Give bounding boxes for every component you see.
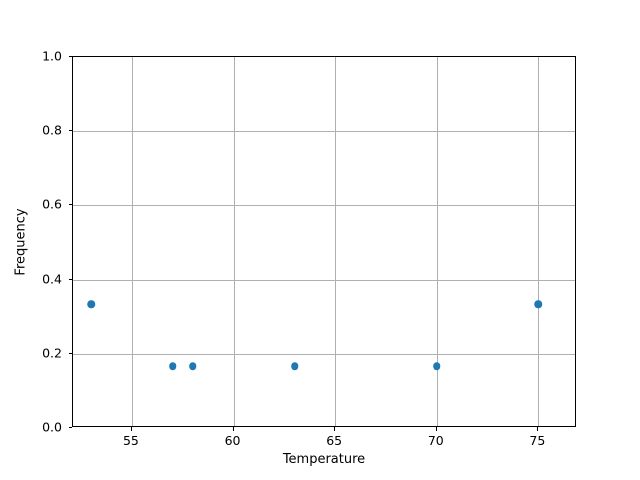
x-axis-label: Temperature (282, 452, 366, 467)
y-gridline (73, 353, 575, 355)
data-point (87, 300, 96, 309)
data-point (290, 362, 299, 370)
y-gridline (73, 205, 575, 207)
y-tick-mark (68, 427, 72, 428)
x-gridline (538, 57, 540, 426)
x-tick-mark (232, 427, 234, 431)
y-tick-label: 1.0 (42, 48, 62, 64)
x-tick-label: 60 (224, 433, 241, 448)
data-point (433, 362, 441, 370)
y-tick-label: 0.0 (42, 419, 62, 435)
x-tick-label: 55 (122, 433, 139, 448)
x-tick-mark (130, 427, 132, 431)
x-tick-mark (334, 427, 336, 431)
data-point (534, 300, 543, 309)
x-gridline (335, 57, 337, 426)
x-tick-label: 75 (529, 433, 546, 448)
plot-data-area (73, 57, 575, 426)
y-tick-mark (68, 352, 72, 354)
y-tick-mark (68, 56, 72, 57)
x-tick-mark (435, 427, 437, 431)
y-tick-label: 0.6 (42, 196, 62, 212)
x-tick-label: 70 (427, 433, 444, 448)
data-point (189, 362, 197, 370)
x-gridline (436, 57, 438, 426)
x-tick-mark (537, 427, 539, 431)
y-gridline (73, 279, 575, 281)
y-tick-mark (68, 204, 72, 206)
y-gridline (73, 131, 575, 133)
y-tick-label: 0.2 (42, 345, 62, 361)
plot-axes (72, 56, 576, 427)
y-tick-label: 0.8 (42, 122, 62, 138)
y-tick-label: 0.4 (42, 271, 62, 287)
data-point (168, 362, 177, 370)
x-gridline (131, 57, 133, 426)
x-gridline (233, 57, 235, 426)
y-tick-mark (68, 130, 72, 132)
x-tick-label: 65 (326, 433, 343, 448)
y-tick-mark (68, 278, 72, 280)
y-axis-label: Frequency (13, 207, 29, 276)
